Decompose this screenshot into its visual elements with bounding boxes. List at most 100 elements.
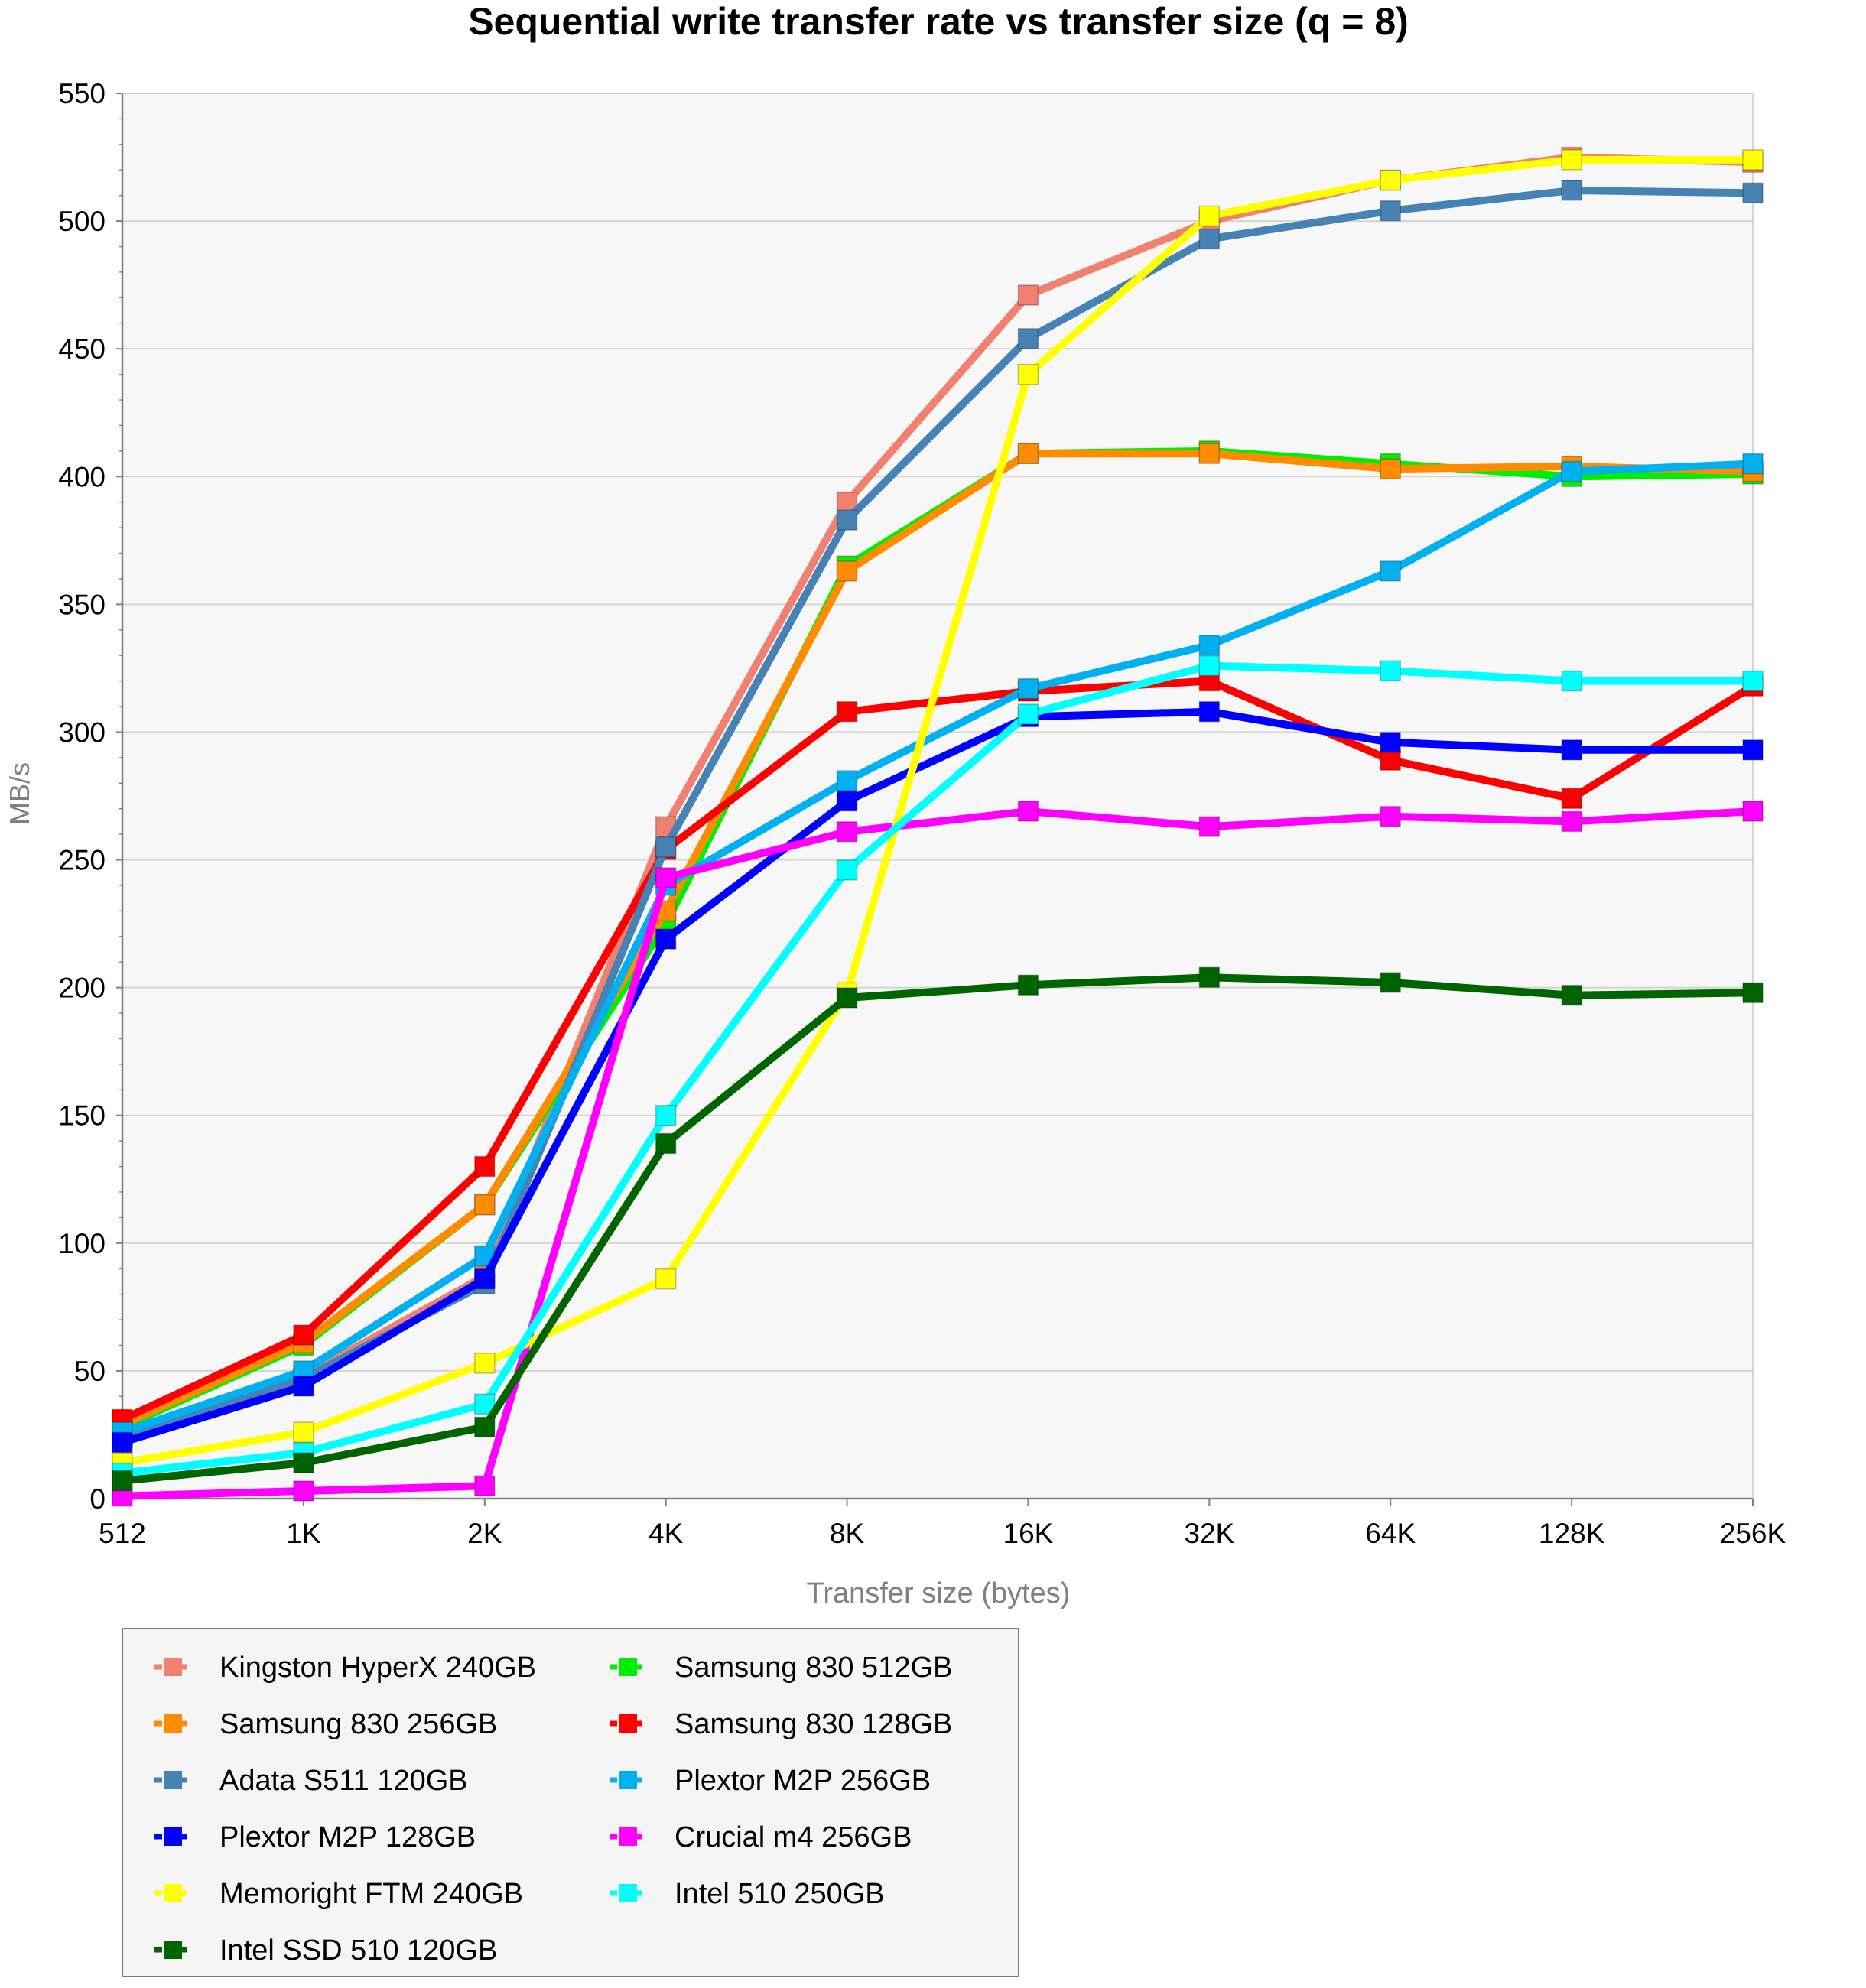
data-point xyxy=(1380,660,1401,682)
legend-swatch-marker xyxy=(164,1714,182,1733)
data-point xyxy=(1561,149,1582,171)
data-point xyxy=(836,509,858,531)
y-tick-label: 0 xyxy=(89,1483,106,1515)
legend-swatch-marker xyxy=(164,1771,182,1789)
data-point xyxy=(1561,739,1582,761)
legend-swatch-marker xyxy=(619,1658,637,1676)
data-point xyxy=(1017,443,1039,464)
legend-item: Plextor M2P 128GB xyxy=(154,1821,476,1853)
x-tick-label: 1K xyxy=(286,1518,321,1549)
series xyxy=(112,966,1764,1492)
data-point xyxy=(474,1155,496,1178)
data-point xyxy=(1380,458,1401,479)
legend-label: Memoright FTM 240GB xyxy=(219,1878,523,1910)
data-point xyxy=(1561,810,1582,833)
legend-swatch-marker xyxy=(619,1884,637,1902)
data-point xyxy=(1742,982,1764,1004)
data-point xyxy=(1017,363,1039,385)
legend-box xyxy=(122,1628,1019,1977)
y-tick-label: 150 xyxy=(58,1100,106,1132)
data-point xyxy=(1198,443,1221,464)
legend-swatch-marker xyxy=(619,1714,637,1733)
legend-item: Plextor M2P 256GB xyxy=(610,1765,931,1797)
series xyxy=(112,801,1764,1507)
data-point xyxy=(655,836,677,858)
legend-item: Crucial m4 256GB xyxy=(610,1821,912,1853)
data-point xyxy=(1380,560,1401,582)
legend-swatch-marker xyxy=(619,1771,637,1789)
data-point xyxy=(1380,169,1401,191)
data-point xyxy=(1742,739,1764,761)
legend-item: Intel 510 250GB xyxy=(610,1878,885,1910)
x-tick-label: 4K xyxy=(649,1518,684,1549)
axes xyxy=(121,93,1754,1500)
data-point xyxy=(293,1324,314,1346)
chart-title: Sequential write transfer rate vs transf… xyxy=(468,0,1409,43)
legend-item: Samsung 830 128GB xyxy=(610,1708,952,1740)
legend-label: Plextor M2P 128GB xyxy=(219,1821,476,1853)
data-point xyxy=(655,816,677,837)
x-axis-title: Transfer size (bytes) xyxy=(807,1577,1071,1610)
legend-label: Intel SSD 510 120GB xyxy=(219,1934,497,1967)
series-lines xyxy=(112,146,1764,1507)
data-point xyxy=(1561,460,1582,482)
y-tick-label: 400 xyxy=(58,461,106,492)
data-point xyxy=(836,560,858,582)
data-point xyxy=(1561,670,1582,692)
data-point xyxy=(655,1104,677,1126)
data-point xyxy=(1198,700,1221,723)
data-point xyxy=(1017,328,1039,349)
data-point xyxy=(655,928,677,950)
data-point xyxy=(474,1194,496,1216)
legend-label: Crucial m4 256GB xyxy=(675,1821,912,1853)
series-line xyxy=(119,807,1757,1500)
data-point xyxy=(293,1452,314,1473)
legend-label: Adata S511 120GB xyxy=(219,1765,468,1797)
data-point xyxy=(1198,655,1221,677)
data-point xyxy=(836,987,858,1009)
data-point xyxy=(1198,816,1221,837)
data-point xyxy=(1561,788,1582,810)
data-point xyxy=(474,1416,496,1438)
data-point xyxy=(1017,974,1039,996)
data-point xyxy=(474,1475,496,1497)
legend-label: Samsung 830 512GB xyxy=(675,1652,952,1684)
data-point xyxy=(1380,749,1401,771)
data-point xyxy=(293,1480,314,1502)
data-point xyxy=(1198,635,1221,656)
legend-item: Kingston HyperX 240GB xyxy=(154,1652,536,1684)
legend-label: Plextor M2P 256GB xyxy=(675,1765,931,1797)
data-point xyxy=(293,1376,314,1397)
data-point xyxy=(1017,801,1039,822)
x-tick-label: 256K xyxy=(1720,1518,1786,1549)
data-point xyxy=(836,859,858,881)
data-point xyxy=(1380,200,1401,222)
y-tick-label: 200 xyxy=(58,973,106,1004)
data-point xyxy=(1561,180,1582,201)
legend-swatch-marker xyxy=(164,1884,182,1902)
legend-label: Intel 510 250GB xyxy=(675,1878,885,1910)
data-point xyxy=(1742,453,1764,475)
legend-item: Memoright FTM 240GB xyxy=(154,1878,523,1910)
legend-swatch-marker xyxy=(619,1827,637,1846)
legend-label: Samsung 830 128GB xyxy=(675,1708,952,1740)
x-axis-ticks: 512 1K 2K 4K 8K 16K 32K 64K 128K 256K xyxy=(99,1499,1786,1549)
x-tick-label: 32K xyxy=(1184,1518,1234,1549)
series-line xyxy=(119,707,1757,1447)
data-point xyxy=(655,867,677,888)
x-tick-label: 128K xyxy=(1539,1518,1605,1549)
gridlines xyxy=(122,93,1753,1499)
x-tick-label: 512 xyxy=(99,1518,146,1549)
legend-label: Kingston HyperX 240GB xyxy=(219,1652,536,1684)
data-point xyxy=(655,1132,677,1155)
data-point xyxy=(836,700,858,723)
y-tick-label: 100 xyxy=(58,1228,106,1259)
x-tick-label: 64K xyxy=(1365,1518,1416,1549)
y-tick-label: 300 xyxy=(58,716,106,748)
data-point xyxy=(1198,228,1221,250)
y-tick-label: 50 xyxy=(74,1356,106,1387)
y-tick-label: 250 xyxy=(58,845,106,876)
legend-label: Samsung 830 256GB xyxy=(219,1708,497,1740)
data-point xyxy=(1561,984,1582,1006)
